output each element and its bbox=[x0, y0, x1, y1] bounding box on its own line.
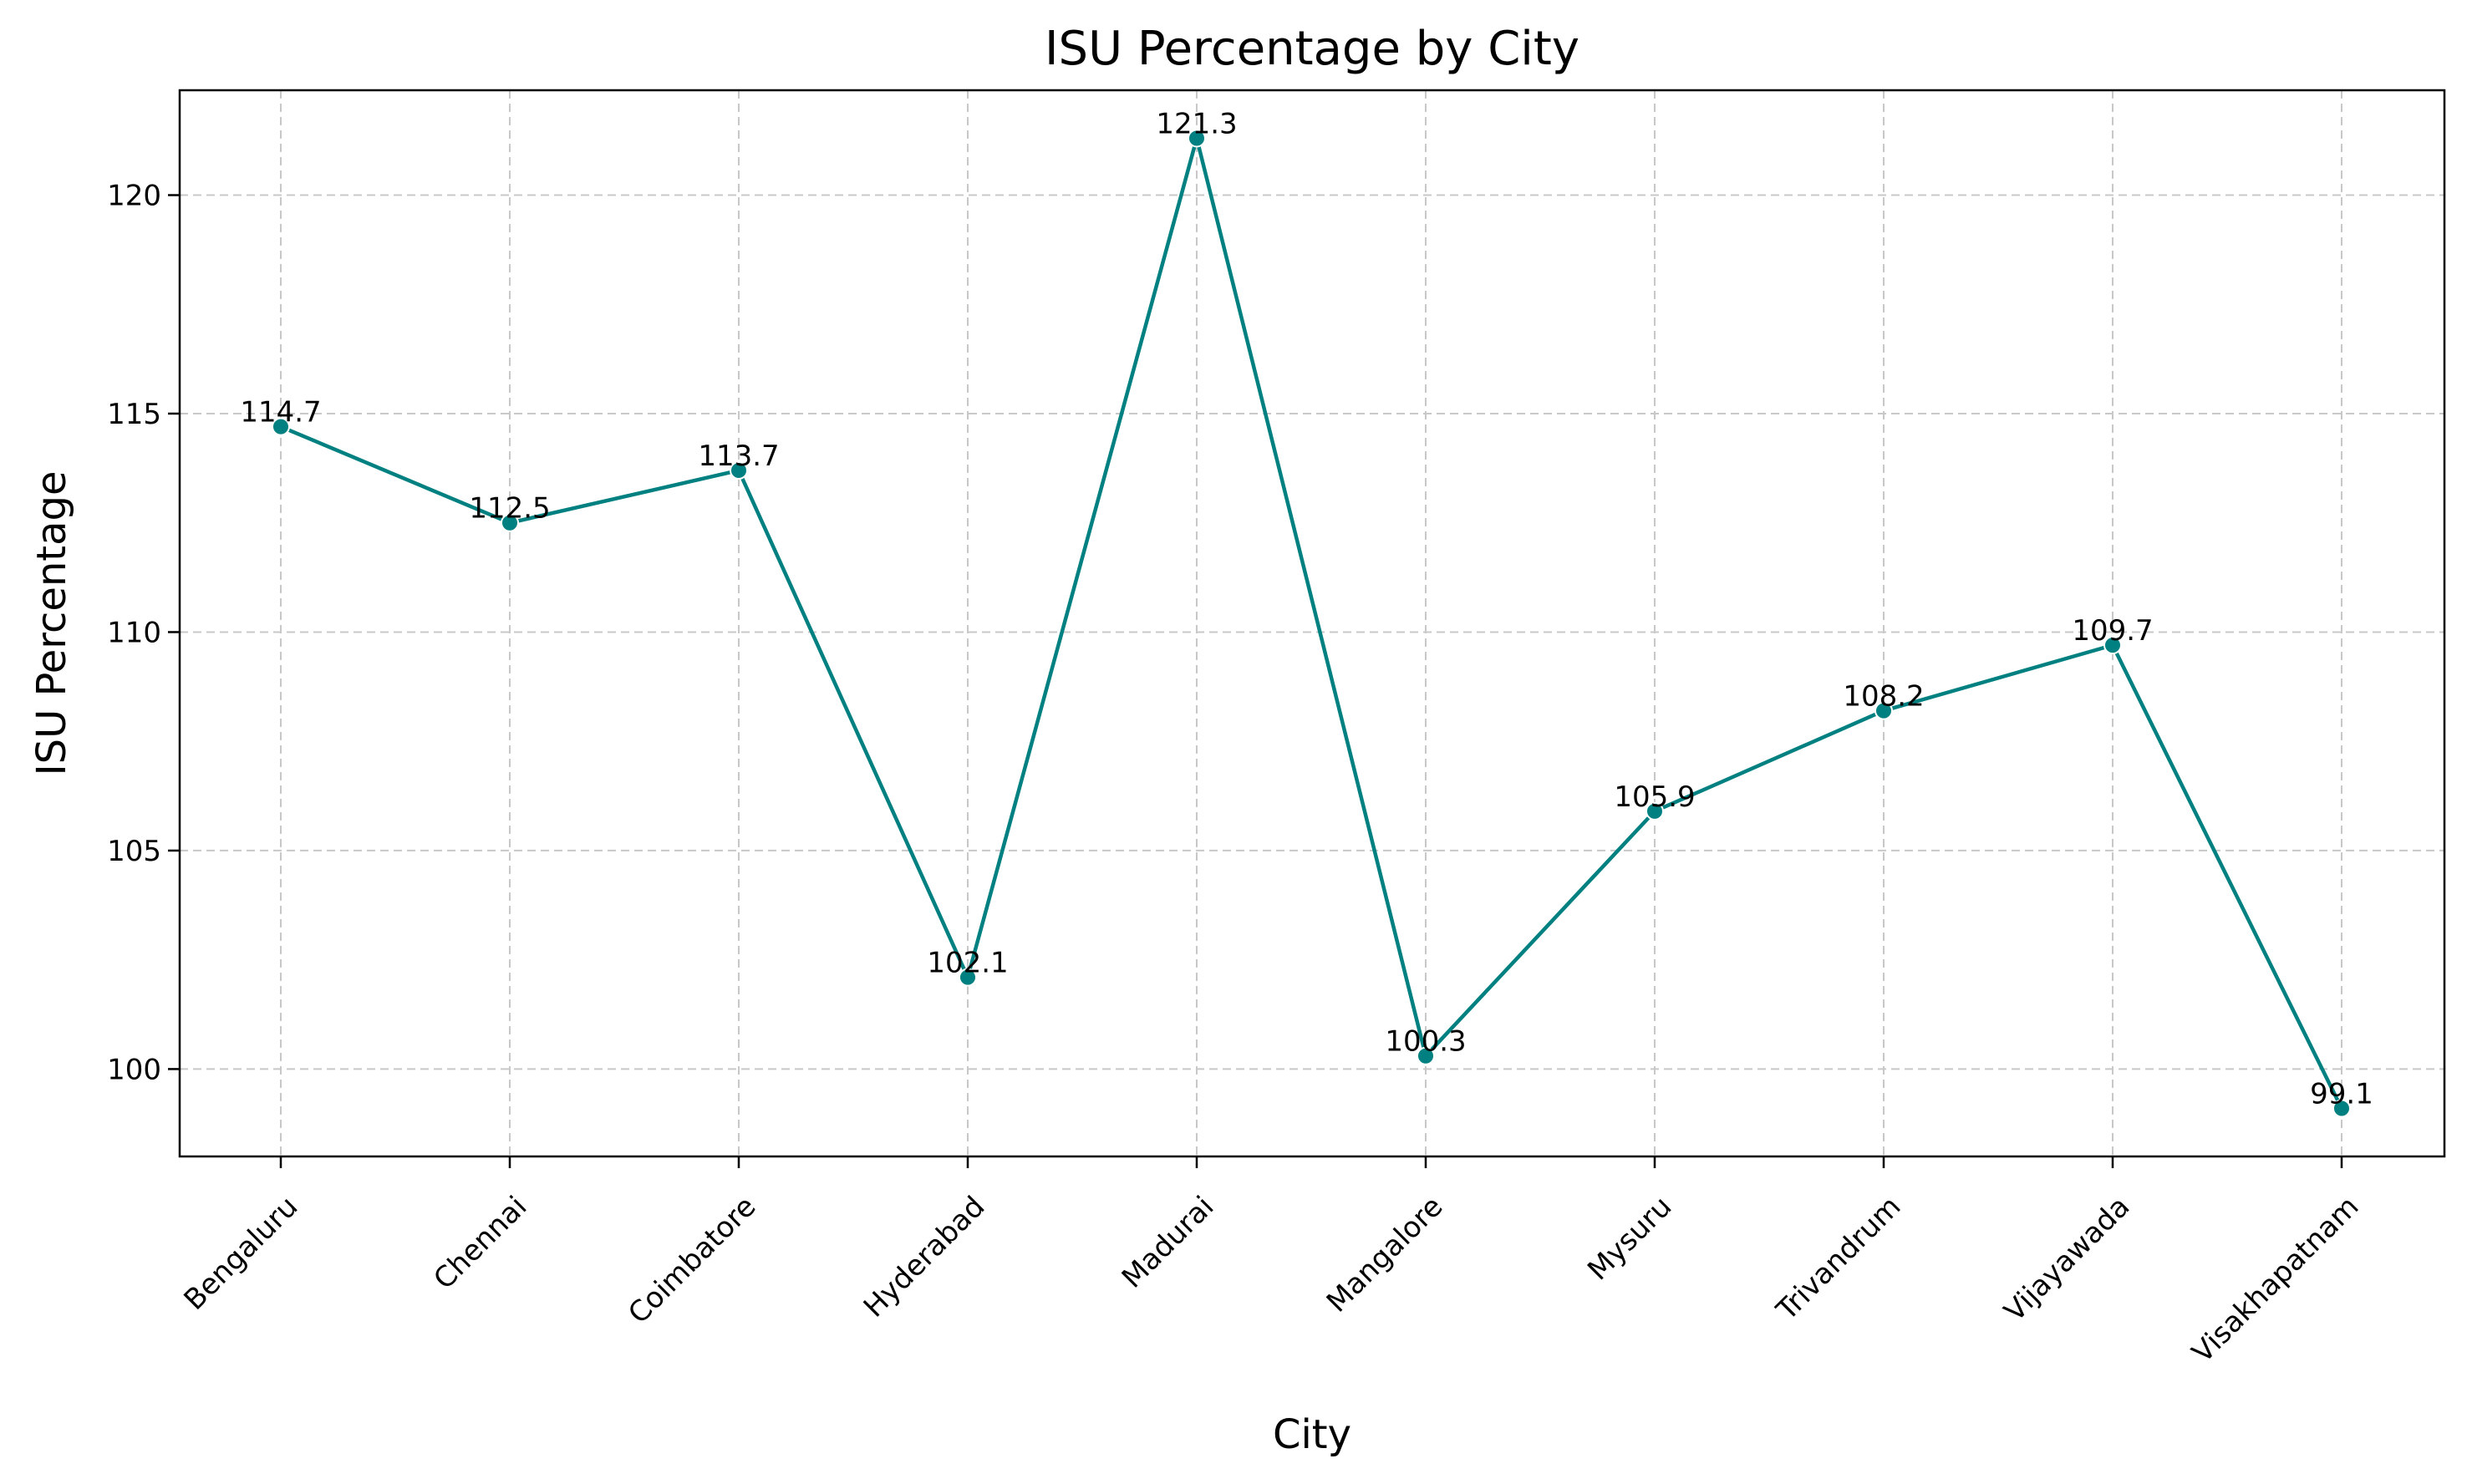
data-label: 105.9 bbox=[1614, 780, 1695, 814]
data-point bbox=[2332, 1099, 2351, 1118]
data-point bbox=[501, 513, 519, 532]
chart-title: ISU Percentage by City bbox=[1045, 22, 1579, 76]
data-point bbox=[1646, 801, 1664, 821]
data-label: 114.7 bbox=[240, 396, 321, 429]
grid bbox=[180, 90, 2444, 1156]
data-point bbox=[730, 460, 748, 480]
data-point bbox=[1188, 129, 1206, 148]
data-label: 100.3 bbox=[1385, 1025, 1466, 1059]
plot-frame bbox=[178, 89, 2446, 1158]
markers bbox=[272, 129, 2351, 1118]
data-labels: 114.7 112.5 113.7 102.1 121.3 100.3 105.9 108.2… bbox=[240, 108, 2373, 1111]
data-point bbox=[2103, 636, 2122, 655]
y-axis-label: ISU Percentage bbox=[28, 470, 75, 775]
data-label: 108.2 bbox=[1843, 680, 1924, 714]
series-line bbox=[280, 136, 2344, 1110]
y-tick-label: 120 bbox=[107, 180, 161, 213]
series-line-group bbox=[280, 136, 2344, 1110]
y-tick-label: 105 bbox=[107, 835, 161, 868]
data-point bbox=[959, 968, 977, 987]
data-label: 113.7 bbox=[698, 440, 779, 473]
x-axis-label: City bbox=[1273, 1411, 1351, 1458]
data-point bbox=[1417, 1046, 1435, 1065]
data-label: 112.5 bbox=[469, 492, 550, 526]
data-label: 99.1 bbox=[2310, 1077, 2373, 1110]
data-label: 102.1 bbox=[927, 947, 1008, 980]
data-point bbox=[1874, 701, 1893, 720]
y-tick-label: 100 bbox=[107, 1053, 161, 1086]
data-label: 109.7 bbox=[2072, 614, 2153, 648]
data-point bbox=[272, 417, 290, 436]
data-label: 121.3 bbox=[1156, 108, 1237, 141]
y-axis-ticks: 100 105 110 115 120 bbox=[107, 180, 180, 1086]
y-tick-label: 110 bbox=[107, 616, 161, 649]
y-tick-label: 115 bbox=[107, 398, 161, 431]
